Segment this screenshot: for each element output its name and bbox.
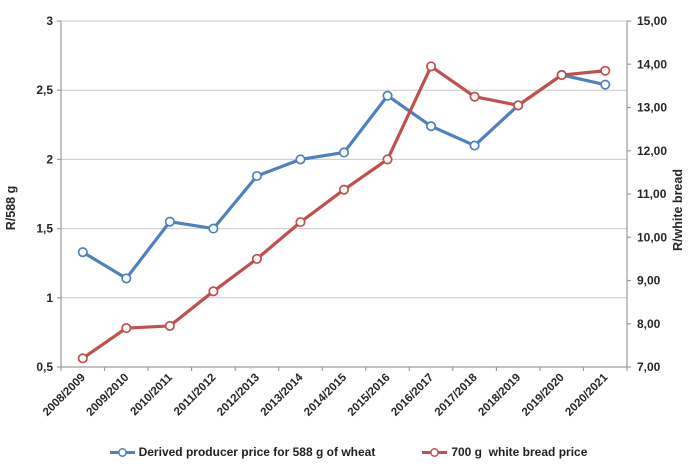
legend-item-bread: 700 g white bread price: [421, 445, 587, 459]
x-axis-tick-label: 2019/2020: [520, 372, 567, 419]
left-axis-tick-label: 0,5: [36, 360, 53, 374]
x-axis-tick-label: 2015/2016: [346, 372, 393, 419]
x-axis-tick-label: 2016/2017: [389, 372, 436, 419]
right-axis-tick-label: 9,00: [637, 274, 661, 288]
right-axis-tick-label: 11,00: [637, 187, 667, 201]
data-point-marker-series-0: [77, 247, 88, 258]
x-axis-tick-label: 2017/2018: [433, 371, 480, 418]
right-axis-tick-label: 10,00: [637, 230, 667, 244]
bread-series-marker-icon: [422, 447, 448, 457]
data-point-marker-series-0: [469, 140, 480, 151]
left-axis-tick-label: 1: [46, 291, 53, 305]
left-axis-title: R/588 g: [4, 186, 18, 230]
series-line-0: [81, 73, 607, 281]
left-axis-tick-label: 2: [46, 152, 53, 166]
legend-label-wheat: Derived producer price for 588 g of whea…: [138, 445, 376, 459]
x-axis-tick-label: 2011/2012: [172, 372, 218, 418]
x-axis-tick-label: 2010/2011: [128, 371, 175, 418]
data-point-marker-series-0: [295, 154, 306, 165]
data-point-marker-series-1: [295, 217, 306, 228]
data-point-marker-series-0: [338, 147, 350, 158]
data-point-marker-series-0: [164, 216, 175, 227]
x-axis-tick-label: 2009/2010: [84, 372, 131, 419]
data-point-marker-series-1: [556, 70, 567, 81]
right-axis-tick-label: 13,00: [637, 101, 667, 115]
data-point-marker-series-1: [251, 253, 262, 264]
right-axis-tick-label: 12,00: [637, 144, 667, 158]
chart-legend: Derived producer price for 588 g of whea…: [0, 441, 696, 463]
right-axis-tick-label: 7,00: [637, 360, 661, 374]
x-axis-tick-label: 2012/2013: [215, 372, 262, 419]
data-point-marker-series-1: [513, 100, 524, 111]
legend-item-wheat: Derived producer price for 588 g of whea…: [109, 445, 376, 459]
data-point-marker-series-1: [469, 91, 480, 102]
left-axis-tick-label: 1,5: [36, 222, 53, 236]
x-axis-tick-label: 2008/2009: [41, 372, 88, 419]
series-line-1: [81, 64, 607, 360]
x-axis-tick-label: 2018/2019: [476, 372, 523, 419]
legend-label-bread: 700 g white bread price: [451, 445, 588, 459]
right-axis-title: R/white bread: [671, 169, 685, 251]
right-axis-tick-label: 14,00: [637, 57, 667, 71]
data-point-marker-series-1: [338, 184, 350, 195]
data-point-marker-series-1: [77, 353, 88, 364]
data-point-marker-series-1: [600, 65, 611, 76]
wheat-series-marker-icon: [109, 447, 135, 457]
data-point-marker-series-1: [426, 61, 437, 72]
left-axis-tick-label: 2,5: [36, 83, 53, 97]
x-axis-tick-label: 2013/2014: [259, 371, 306, 418]
right-axis-tick-label: 8,00: [637, 317, 661, 331]
left-axis-tick-label: 3: [46, 14, 53, 28]
data-point-marker-series-1: [121, 323, 132, 334]
data-point-marker-series-1: [208, 286, 219, 297]
data-point-marker-series-0: [382, 90, 393, 101]
data-point-marker-series-0: [600, 79, 611, 90]
data-point-marker-series-1: [164, 320, 175, 331]
data-point-marker-series-0: [251, 170, 262, 182]
data-point-marker-series-0: [426, 121, 437, 132]
x-axis-tick-label: 2014/2015: [302, 371, 349, 418]
x-axis-tick-label: 2020/2021: [563, 371, 610, 418]
data-point-marker-series-1: [382, 154, 393, 165]
data-point-marker-series-0: [208, 223, 219, 234]
data-point-marker-series-0: [121, 273, 132, 284]
right-axis-tick-label: 15,00: [637, 14, 667, 28]
